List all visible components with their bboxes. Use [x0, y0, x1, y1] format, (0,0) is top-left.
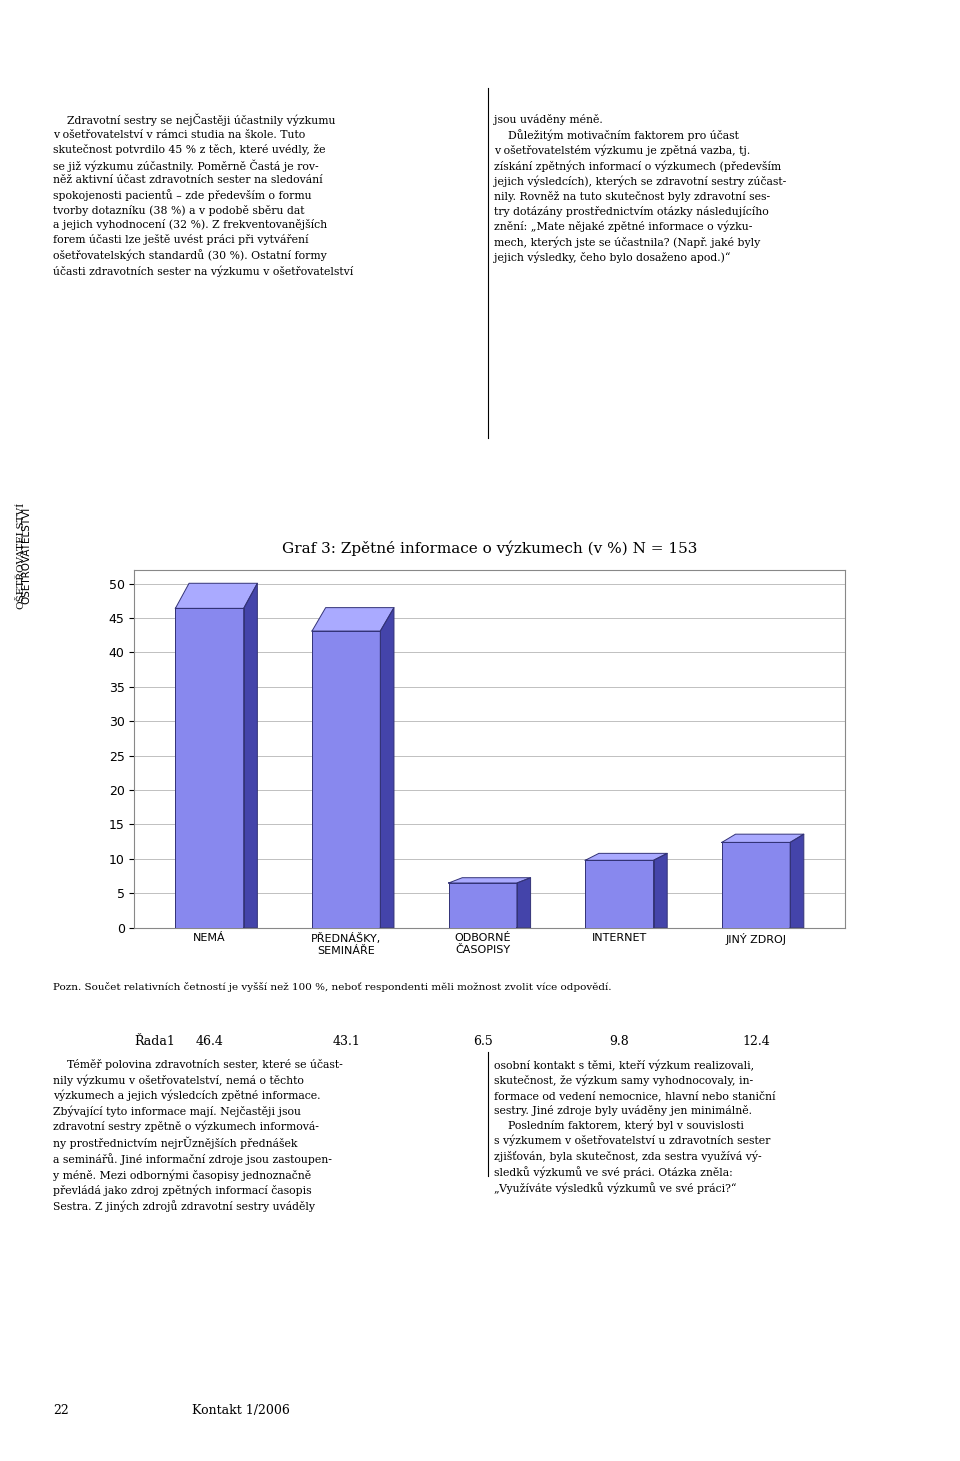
Polygon shape	[380, 608, 394, 928]
Text: Téměř polovina zdravotních sester, které se účast-
nily výzkumu v ošetřovatelstv: Téměř polovina zdravotních sester, které…	[53, 1059, 343, 1213]
Text: 6.5: 6.5	[473, 1034, 492, 1048]
Polygon shape	[586, 853, 667, 861]
Text: Pozn. Součet relativních četností je vyšší než 100 %, neboť respondenti měli mož: Pozn. Součet relativních četností je vyš…	[53, 982, 612, 992]
Text: Kontakt 1/2006: Kontakt 1/2006	[192, 1404, 290, 1417]
Polygon shape	[790, 834, 804, 928]
Text: 43.1: 43.1	[332, 1034, 360, 1048]
Polygon shape	[654, 853, 667, 928]
Polygon shape	[176, 608, 244, 928]
Polygon shape	[448, 878, 531, 882]
Text: jsou uváděny méně.
    Důležitým motivačním faktorem pro účast
v ošetřovatelstém: jsou uváděny méně. Důležitým motivačním …	[494, 114, 786, 263]
Text: OSETROVATELSTVI: OSETROVATELSTVI	[21, 507, 31, 603]
Text: Zdravotní sestry se nejČastěji účastnily výzkumu
v ošetřovatelství v rámci studi: Zdravotní sestry se nejČastěji účastnily…	[53, 114, 353, 276]
Polygon shape	[586, 861, 654, 928]
Polygon shape	[312, 608, 394, 631]
Polygon shape	[516, 878, 531, 928]
Polygon shape	[722, 834, 804, 843]
Polygon shape	[448, 882, 516, 928]
Text: 12.4: 12.4	[742, 1034, 770, 1048]
Title: Graf 3: Zpětné informace o výzkumech (v %) N = 153: Graf 3: Zpětné informace o výzkumech (v …	[282, 541, 697, 557]
Text: osobní kontakt s těmi, kteří výzkum realizovali,
skutečnost, že výzkum samy vyho: osobní kontakt s těmi, kteří výzkum real…	[494, 1059, 776, 1194]
Polygon shape	[312, 631, 380, 928]
Polygon shape	[244, 583, 257, 928]
Text: 46.4: 46.4	[196, 1034, 224, 1048]
Text: 9.8: 9.8	[610, 1034, 629, 1048]
Polygon shape	[176, 583, 257, 608]
Polygon shape	[722, 843, 790, 928]
Text: 22: 22	[53, 1404, 68, 1417]
Text: Řada1: Řada1	[134, 1034, 176, 1048]
Text: OŠETŘOVATELSTVÍ: OŠETŘOVATELSTVÍ	[16, 501, 26, 609]
